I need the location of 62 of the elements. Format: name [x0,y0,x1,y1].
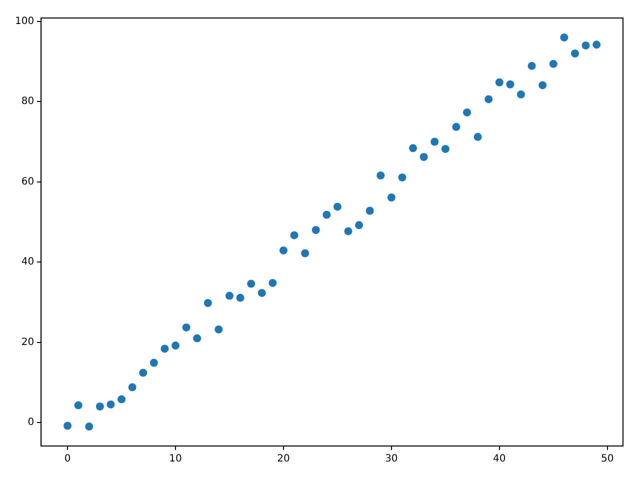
y-tick-label: 80 [21,96,34,108]
x-tick-label: 10 [169,454,182,465]
y-tick-label: 60 [21,176,34,188]
point [193,334,202,342]
x-tick-label: 50 [600,454,614,465]
point [398,173,406,182]
point [420,152,428,161]
point [538,81,547,90]
point [160,344,169,353]
point [376,171,385,180]
point [258,288,266,297]
point [366,206,374,215]
y-tick-label: 100 [14,16,34,28]
point [452,122,460,131]
point [355,221,364,230]
point [290,231,298,240]
point [441,144,450,153]
point [85,422,94,431]
y-tick-label: 0 [28,417,34,428]
point [495,78,504,86]
point [560,33,568,42]
point [484,95,493,104]
point [506,80,514,88]
point [118,395,126,404]
y-tick-label: 40 [21,256,34,268]
point [301,249,310,258]
point [592,40,601,49]
point [279,246,288,254]
point [516,90,525,98]
point [64,422,72,430]
point [96,402,104,410]
point [409,144,418,152]
point [150,358,158,367]
point [268,278,277,287]
point [322,210,331,219]
point [344,227,352,236]
x-tick-label: 0 [64,454,71,465]
point [570,50,579,58]
x-tick-label: 40 [493,454,506,465]
point [247,280,256,288]
point [172,342,180,350]
point [128,383,136,392]
point [387,194,396,202]
point [74,401,82,410]
x-tick-label: 30 [385,454,398,465]
point [106,400,115,408]
point [462,108,471,116]
y-tick-label: 20 [21,336,34,348]
point [333,202,342,211]
point [214,325,223,334]
point [582,41,590,50]
point [236,294,244,302]
point [528,62,536,70]
point [182,323,190,332]
point [549,60,558,68]
point [204,299,212,307]
point [474,132,482,141]
x-tick-label: 20 [277,454,290,465]
point [225,292,234,300]
point [430,138,439,146]
point [139,368,148,377]
point [312,226,320,234]
